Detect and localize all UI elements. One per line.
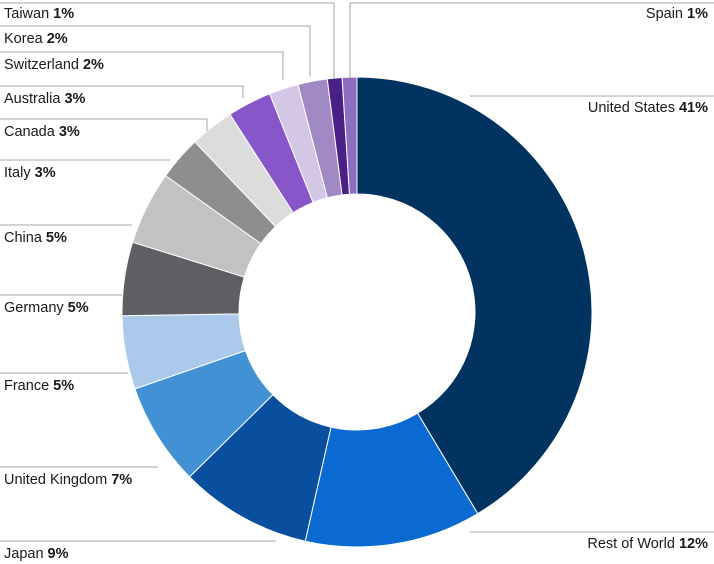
label-value-switzerland: 2% (83, 57, 104, 73)
label-value-china: 5% (46, 230, 67, 246)
label-name-korea: Korea (4, 31, 47, 47)
label-italy: Italy 3% (4, 165, 56, 181)
leader-line-australia (0, 85, 244, 98)
label-name-switzerland: Switzerland (4, 57, 83, 73)
label-name-germany: Germany (4, 300, 68, 316)
slice-group (121, 76, 593, 548)
label-canada: Canada 3% (4, 124, 80, 140)
label-spain: Spain 1% (646, 6, 708, 22)
label-value-japan: 9% (48, 546, 69, 562)
label-name-spain: Spain (646, 6, 687, 22)
label-value-canada: 3% (59, 124, 80, 140)
label-value-australia: 3% (64, 91, 85, 107)
label-germany: Germany 5% (4, 300, 89, 316)
label-china: China 5% (4, 230, 67, 246)
label-name-united-states: United States (588, 100, 679, 116)
label-name-rest-of-world: Rest of World (587, 536, 679, 552)
label-name-france: France (4, 378, 53, 394)
label-taiwan: Taiwan 1% (4, 6, 74, 22)
label-name-italy: Italy (4, 165, 35, 181)
leader-line-canada (0, 118, 208, 131)
label-name-china: China (4, 230, 46, 246)
label-value-taiwan: 1% (53, 6, 74, 22)
label-value-korea: 2% (47, 31, 68, 47)
slice-rest-of-world (304, 412, 479, 548)
label-value-united-states: 41% (679, 100, 708, 116)
label-name-united-kingdom: United Kingdom (4, 472, 111, 488)
leader-line-taiwan (0, 2, 335, 79)
label-united-kingdom: United Kingdom 7% (4, 472, 132, 488)
label-name-japan: Japan (4, 546, 48, 562)
label-group: United States 41% Rest of World 12% Japan … (4, 6, 708, 562)
label-korea: Korea 2% (4, 31, 68, 47)
label-value-france: 5% (53, 378, 74, 394)
label-rest-of-world: Rest of World 12% (587, 536, 708, 552)
slice-spain (341, 76, 358, 195)
slice-united-states (356, 76, 593, 515)
label-name-taiwan: Taiwan (4, 6, 53, 22)
leader-line-switzerland (0, 51, 284, 80)
label-japan: Japan 9% (4, 546, 69, 562)
label-united-states: United States 41% (588, 100, 708, 116)
label-value-united-kingdom: 7% (111, 472, 132, 488)
label-switzerland: Switzerland 2% (4, 57, 104, 73)
leader-line-spain (349, 2, 714, 79)
label-value-spain: 1% (687, 6, 708, 22)
label-value-germany: 5% (68, 300, 89, 316)
leader-line-group (0, 2, 714, 542)
label-france: France 5% (4, 378, 74, 394)
label-value-italy: 3% (35, 165, 56, 181)
leader-line-korea (0, 25, 311, 76)
label-name-canada: Canada (4, 124, 59, 140)
label-name-australia: Australia (4, 91, 64, 107)
label-australia: Australia 3% (4, 91, 86, 107)
label-value-rest-of-world: 12% (679, 536, 708, 552)
